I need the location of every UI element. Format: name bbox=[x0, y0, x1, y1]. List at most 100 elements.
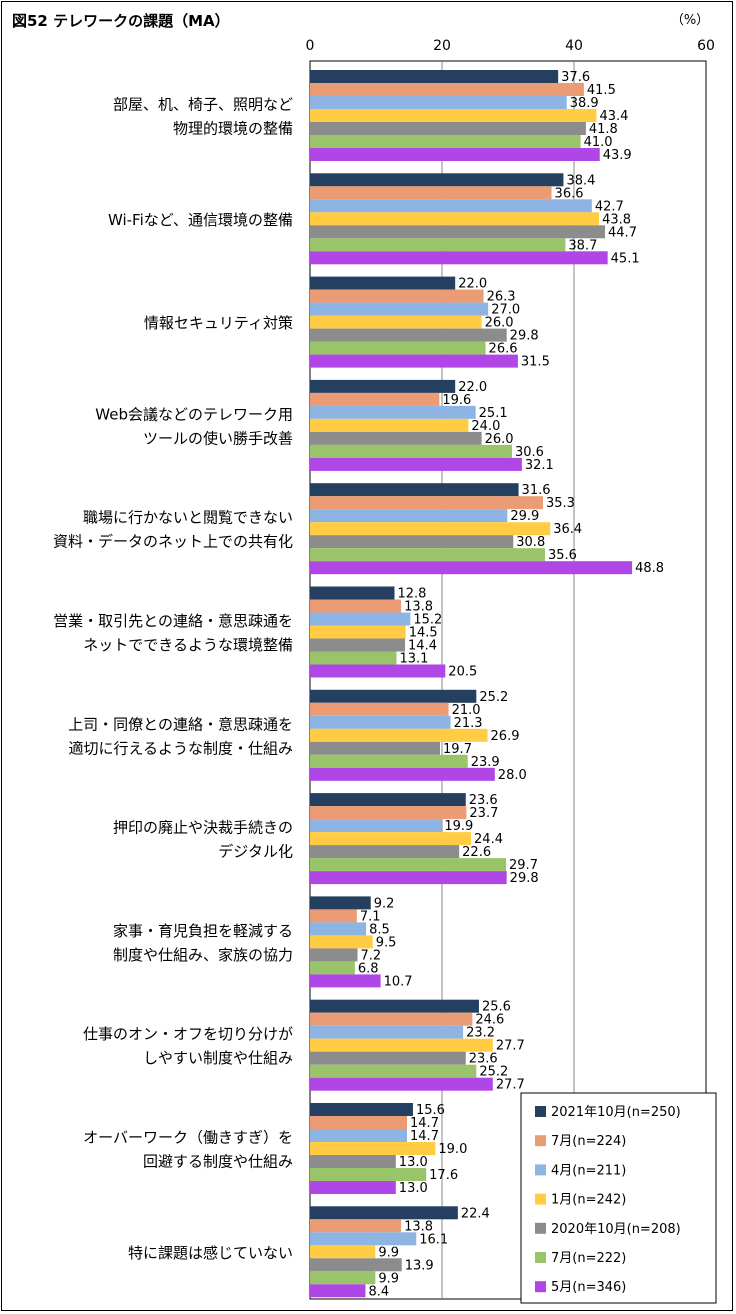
bar bbox=[310, 109, 597, 122]
category-label: ツールの使い勝手改善 bbox=[143, 429, 293, 447]
data-label: 14.5 bbox=[409, 626, 438, 641]
bar bbox=[310, 135, 581, 148]
bar bbox=[310, 651, 397, 665]
legend-label: 2020年10月(n=208) bbox=[551, 1222, 681, 1237]
data-label: 19.0 bbox=[438, 1142, 467, 1157]
category-label: オーバーワーク（働きすぎ）を bbox=[83, 1129, 293, 1147]
data-label: 15.2 bbox=[413, 613, 442, 628]
x-tick-label: 0 bbox=[306, 38, 315, 54]
bar bbox=[310, 379, 456, 393]
bar bbox=[310, 1051, 466, 1065]
bar bbox=[310, 509, 508, 523]
data-label: 41.5 bbox=[587, 83, 616, 98]
bar bbox=[310, 1064, 477, 1078]
bar bbox=[310, 715, 451, 729]
data-label: 35.3 bbox=[546, 496, 575, 511]
bar bbox=[310, 832, 472, 846]
bar bbox=[310, 999, 479, 1013]
bar bbox=[310, 148, 600, 161]
data-label: 13.9 bbox=[405, 1258, 434, 1273]
bar bbox=[310, 1271, 376, 1285]
data-label: 41.8 bbox=[589, 122, 618, 137]
bar bbox=[310, 586, 395, 600]
data-label: 37.6 bbox=[561, 70, 590, 85]
bar bbox=[310, 341, 486, 355]
data-label: 19.6 bbox=[442, 393, 471, 408]
category-label: 家事・育児負担を軽減する bbox=[113, 922, 293, 940]
data-label: 13.8 bbox=[404, 600, 433, 615]
legend-swatch bbox=[535, 1135, 546, 1147]
data-label: 38.4 bbox=[566, 173, 595, 188]
bar bbox=[310, 431, 482, 445]
data-label: 14.7 bbox=[410, 1116, 439, 1131]
bar bbox=[310, 599, 402, 613]
data-label: 25.6 bbox=[482, 1000, 511, 1015]
bar bbox=[310, 664, 446, 678]
legend-swatch bbox=[535, 1222, 546, 1234]
unit-label: （%） bbox=[671, 13, 709, 28]
data-label: 22.0 bbox=[458, 277, 487, 292]
bar bbox=[310, 1155, 396, 1168]
data-label: 26.3 bbox=[487, 290, 516, 305]
data-label: 10.7 bbox=[384, 974, 413, 989]
legend-label: 2021年10月(n=250) bbox=[551, 1105, 681, 1120]
bar bbox=[310, 1142, 436, 1155]
data-label: 31.5 bbox=[521, 355, 550, 370]
bar bbox=[310, 457, 522, 471]
data-label: 7.1 bbox=[360, 909, 381, 924]
bar bbox=[310, 612, 411, 626]
data-label: 24.6 bbox=[475, 1013, 504, 1028]
legend-label: 4月(n=211) bbox=[551, 1163, 626, 1178]
data-label: 8.4 bbox=[368, 1284, 389, 1299]
data-label: 20.5 bbox=[448, 665, 477, 680]
data-label: 42.7 bbox=[595, 199, 624, 214]
data-label: 43.8 bbox=[602, 212, 631, 227]
data-label: 9.5 bbox=[376, 935, 397, 950]
category-label: Web会議などのテレワーク用 bbox=[95, 405, 293, 423]
bar bbox=[310, 548, 545, 562]
category-label: 仕事のオン・オフを切り分けが bbox=[83, 1025, 293, 1043]
bar bbox=[310, 302, 489, 316]
legend-swatch bbox=[535, 1106, 546, 1117]
category-label: 特に課題は感じていない bbox=[128, 1244, 293, 1262]
data-label: 24.4 bbox=[474, 832, 503, 847]
bar bbox=[310, 806, 467, 820]
legend-swatch bbox=[535, 1281, 546, 1293]
category-label: しやすい制度や仕組み bbox=[143, 1049, 293, 1067]
bar bbox=[310, 276, 456, 290]
data-label: 36.4 bbox=[553, 522, 582, 537]
category-label: 押印の廃止や決裁手続きの bbox=[113, 819, 293, 837]
bar bbox=[310, 328, 507, 342]
data-label: 14.4 bbox=[408, 639, 437, 654]
bar bbox=[310, 741, 441, 755]
data-label: 13.1 bbox=[399, 652, 428, 667]
bar bbox=[310, 702, 449, 716]
bar bbox=[310, 1181, 396, 1194]
x-tick-label: 20 bbox=[433, 38, 451, 54]
bar bbox=[310, 638, 406, 652]
bar bbox=[310, 1168, 427, 1181]
category-label: 職場に行かないと閲覧できない bbox=[83, 509, 293, 527]
data-label: 17.6 bbox=[429, 1168, 458, 1183]
bar bbox=[310, 625, 406, 639]
data-label: 48.8 bbox=[635, 561, 664, 576]
bar bbox=[310, 689, 477, 703]
data-label: 29.8 bbox=[510, 329, 539, 344]
legend-label: 7月(n=224) bbox=[551, 1134, 626, 1149]
data-label: 43.9 bbox=[603, 148, 632, 163]
bar bbox=[310, 535, 514, 549]
data-label: 12.8 bbox=[397, 587, 426, 602]
data-label: 13.0 bbox=[399, 1181, 428, 1196]
category-label: 部屋、机、椅子、照明など bbox=[113, 96, 293, 114]
bar bbox=[310, 96, 567, 109]
legend-label: 7月(n=222) bbox=[551, 1251, 626, 1266]
data-label: 24.0 bbox=[471, 419, 500, 434]
data-label: 7.2 bbox=[361, 948, 382, 963]
bar bbox=[310, 1129, 408, 1142]
data-label: 26.0 bbox=[485, 432, 514, 447]
category-label: 適切に行えるような制度・仕組み bbox=[68, 739, 293, 757]
data-label: 36.6 bbox=[555, 186, 584, 201]
data-label: 22.6 bbox=[462, 845, 491, 860]
bar bbox=[310, 251, 608, 265]
bar bbox=[310, 858, 507, 872]
